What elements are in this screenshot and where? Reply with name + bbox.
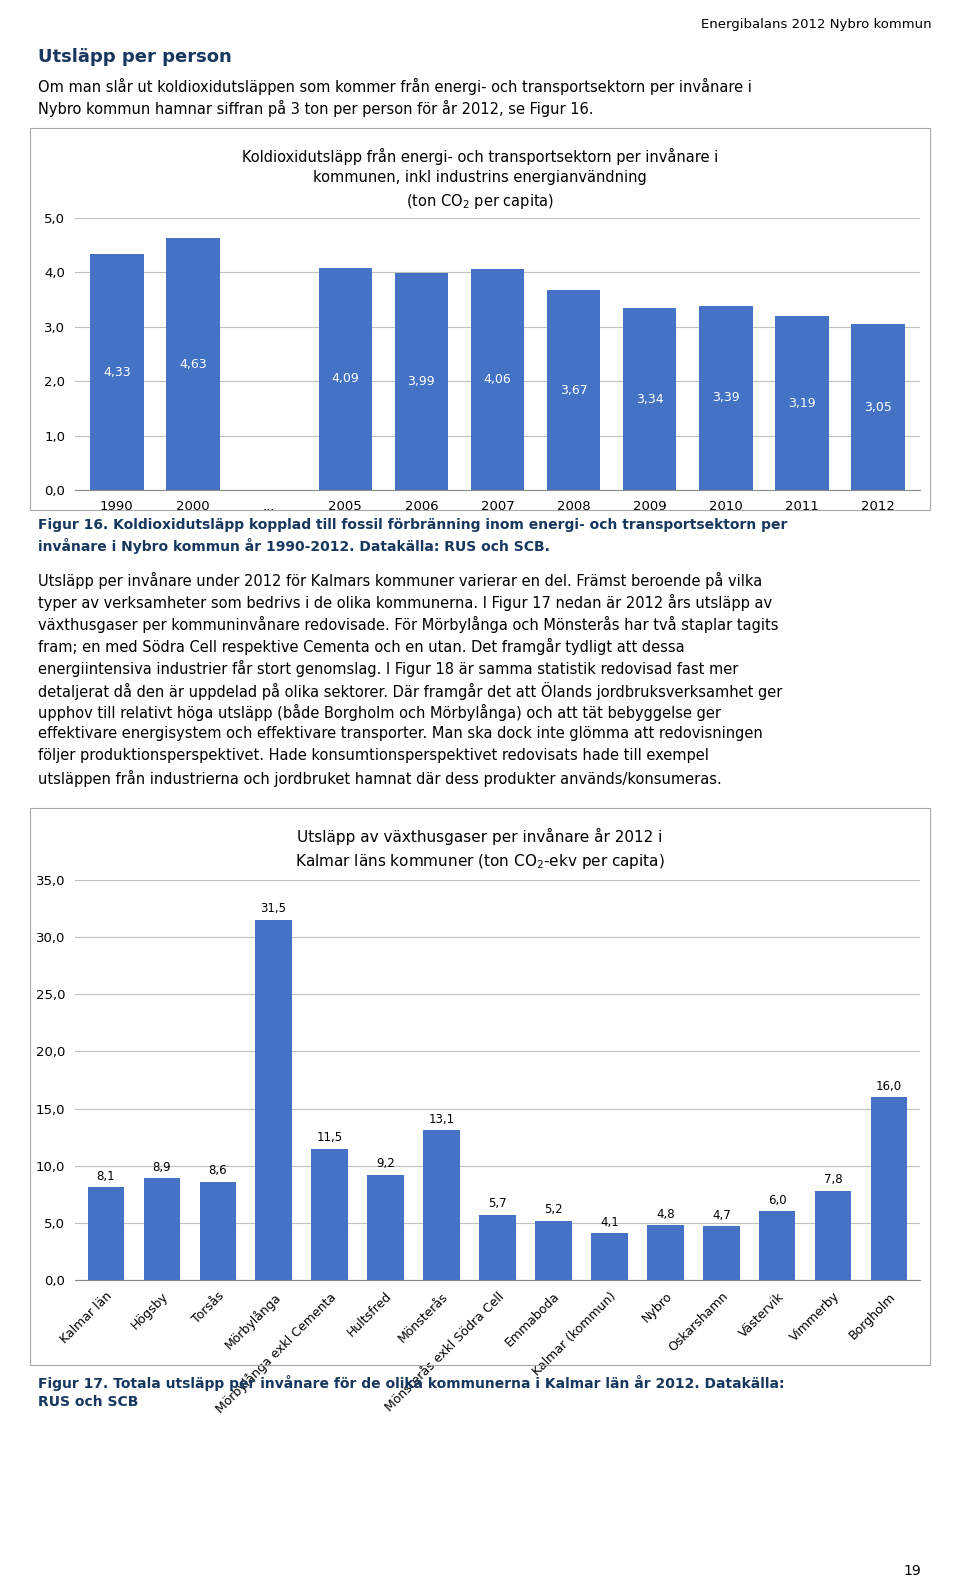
- Text: 4,1: 4,1: [600, 1215, 619, 1228]
- Text: typer av verksamheter som bedrivs i de olika kommunerna. I Figur 17 nedan är 201: typer av verksamheter som bedrivs i de o…: [38, 593, 773, 611]
- Bar: [311, 1148, 348, 1281]
- Text: effektivare energisystem och effektivare transporter. Man ska dock inte glömma a: effektivare energisystem och effektivare…: [38, 726, 763, 742]
- Text: Energibalans 2012 Nybro kommun: Energibalans 2012 Nybro kommun: [701, 18, 931, 30]
- Bar: [319, 268, 372, 490]
- Text: 11,5: 11,5: [317, 1131, 343, 1144]
- Bar: [479, 1215, 516, 1281]
- Bar: [90, 255, 143, 490]
- Text: 4,63: 4,63: [180, 357, 206, 370]
- Text: 8,6: 8,6: [208, 1164, 227, 1177]
- Text: 4,09: 4,09: [331, 372, 359, 386]
- Text: Om man slår ut koldioxidutsläppen som kommer från energi- och transportsektorn p: Om man slår ut koldioxidutsläppen som ko…: [38, 78, 753, 96]
- Bar: [871, 1097, 907, 1281]
- Bar: [647, 1225, 684, 1281]
- Bar: [547, 290, 600, 490]
- Text: Figur 17. Totala utsläpp per invånare för de olika kommunerna i Kalmar län år 20: Figur 17. Totala utsläpp per invånare fö…: [38, 1375, 785, 1391]
- Text: 3,05: 3,05: [864, 400, 892, 413]
- Bar: [395, 273, 448, 490]
- Text: 4,7: 4,7: [712, 1209, 731, 1222]
- Text: detaljerat då den är uppdelad på olika sektorer. Där framgår det att Ölands jord: detaljerat då den är uppdelad på olika s…: [38, 683, 782, 700]
- Text: 3,34: 3,34: [636, 392, 663, 405]
- Bar: [591, 1233, 628, 1281]
- Text: 4,8: 4,8: [656, 1207, 675, 1220]
- Text: växthusgaser per kommuninvånare redovisade. För Mörbylånga och Mönsterås har två: växthusgaser per kommuninvånare redovisa…: [38, 616, 779, 633]
- Text: 5,7: 5,7: [489, 1198, 507, 1211]
- Bar: [368, 1176, 404, 1281]
- Text: 3,99: 3,99: [408, 375, 435, 388]
- Bar: [852, 324, 904, 490]
- Bar: [470, 270, 524, 490]
- Text: Kalmar läns kommuner (ton CO$_2$-ekv per capita): Kalmar läns kommuner (ton CO$_2$-ekv per…: [295, 852, 665, 871]
- Text: upphov till relativt höga utsläpp (både Borgholm och Mörbylånga) och att tät beb: upphov till relativt höga utsläpp (både …: [38, 703, 721, 721]
- Text: (ton CO$_2$ per capita): (ton CO$_2$ per capita): [406, 191, 554, 211]
- Bar: [200, 1182, 236, 1281]
- Bar: [703, 1227, 739, 1281]
- Text: 5,2: 5,2: [544, 1203, 563, 1215]
- Text: Utsläpp av växthusgaser per invånare år 2012 i: Utsläpp av växthusgaser per invånare år …: [298, 828, 662, 845]
- Text: 4,06: 4,06: [484, 373, 512, 386]
- Bar: [423, 1131, 460, 1281]
- Text: 4,33: 4,33: [103, 365, 131, 378]
- Text: utsläppen från industrierna och jordbruket hamnat där dess produkter används/kon: utsläppen från industrierna och jordbruk…: [38, 770, 722, 786]
- Text: Nybro kommun hamnar siffran på 3 ton per person för år 2012, se Figur 16.: Nybro kommun hamnar siffran på 3 ton per…: [38, 100, 594, 116]
- Text: fram; en med Södra Cell respektive Cementa och en utan. Det framgår tydligt att : fram; en med Södra Cell respektive Cemen…: [38, 638, 685, 656]
- Text: Utsläpp per invånare under 2012 för Kalmars kommuner varierar en del. Främst ber: Utsläpp per invånare under 2012 för Kalm…: [38, 573, 762, 589]
- Bar: [623, 308, 677, 490]
- Text: 3,67: 3,67: [560, 384, 588, 397]
- Bar: [776, 316, 828, 490]
- Bar: [699, 306, 753, 490]
- Text: 6,0: 6,0: [768, 1193, 786, 1207]
- Bar: [759, 1212, 796, 1281]
- Text: 13,1: 13,1: [428, 1113, 455, 1126]
- Text: Figur 16. Koldioxidutsläpp kopplad till fossil förbränning inom energi- och tran: Figur 16. Koldioxidutsläpp kopplad till …: [38, 518, 788, 533]
- Bar: [87, 1187, 124, 1281]
- Text: energiintensiva industrier får stort genomslag. I Figur 18 är samma statistik re: energiintensiva industrier får stort gen…: [38, 660, 739, 676]
- Text: 8,1: 8,1: [96, 1169, 115, 1183]
- Text: 3,19: 3,19: [788, 397, 816, 410]
- Text: Utsläpp per person: Utsläpp per person: [38, 48, 232, 65]
- Text: Koldioxidutsläpp från energi- och transportsektorn per invånare i: Koldioxidutsläpp från energi- och transp…: [242, 148, 718, 164]
- Text: invånare i Nybro kommun år 1990-2012. Datakälla: RUS och SCB.: invånare i Nybro kommun år 1990-2012. Da…: [38, 538, 550, 553]
- Text: 7,8: 7,8: [824, 1174, 843, 1187]
- Text: 9,2: 9,2: [376, 1158, 395, 1171]
- Bar: [144, 1179, 180, 1281]
- Text: RUS och SCB: RUS och SCB: [38, 1396, 139, 1408]
- Text: kommunen, inkl industrins energianvändning: kommunen, inkl industrins energianvändni…: [313, 171, 647, 185]
- Text: 31,5: 31,5: [261, 903, 287, 916]
- Text: 16,0: 16,0: [876, 1080, 902, 1093]
- Bar: [815, 1191, 852, 1281]
- Text: 19: 19: [904, 1565, 922, 1577]
- Text: 3,39: 3,39: [712, 391, 740, 404]
- Bar: [536, 1220, 571, 1281]
- Bar: [255, 920, 292, 1281]
- Text: följer produktionsperspektivet. Hade konsumtionsperspektivet redovisats hade til: följer produktionsperspektivet. Hade kon…: [38, 748, 709, 762]
- Bar: [166, 238, 220, 490]
- Text: 8,9: 8,9: [153, 1161, 171, 1174]
